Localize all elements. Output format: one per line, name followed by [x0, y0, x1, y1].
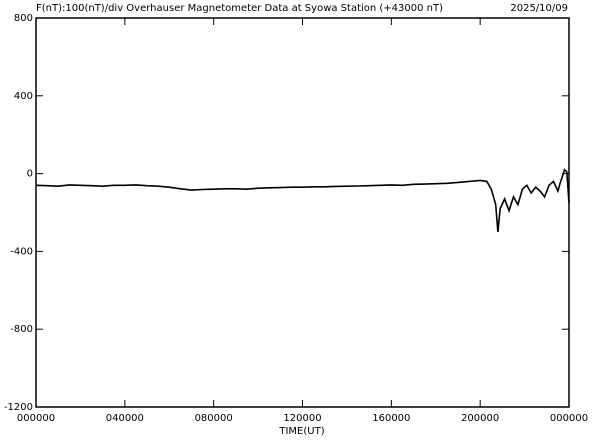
x-tick-label: 000000 [17, 413, 55, 424]
y-tick-label: -400 [10, 246, 33, 257]
chart-date: 2025/10/09 [510, 3, 568, 14]
x-tick-label: 000000 [550, 413, 588, 424]
data-line [35, 168, 570, 232]
y-tick-label: -1200 [4, 402, 33, 413]
y-tick-label: 800 [14, 13, 33, 24]
y-tick-label: 400 [14, 91, 33, 102]
x-tick-label: 040000 [106, 413, 144, 424]
chart-title: F(nT):100(nT)/div Overhauser Magnetomete… [36, 3, 443, 14]
x-tick-label: 200000 [461, 413, 499, 424]
x-axis-label: TIME(UT) [278, 426, 324, 437]
x-tick-label: 120000 [283, 413, 321, 424]
x-tick-label: 080000 [195, 413, 233, 424]
y-tick-label: -800 [10, 324, 33, 335]
y-tick-label: 0 [27, 169, 33, 180]
x-tick-label: 160000 [372, 413, 410, 424]
